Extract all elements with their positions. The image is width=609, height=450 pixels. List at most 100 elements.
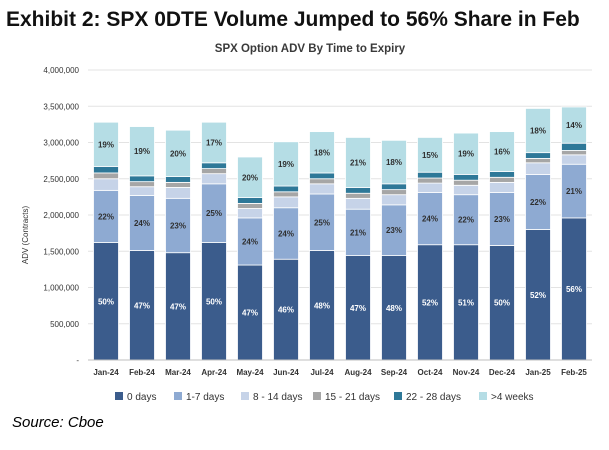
legend-swatch (313, 392, 321, 400)
data-label: 24% (278, 229, 294, 238)
bar-segment (93, 242, 119, 361)
bar-segment (93, 166, 119, 174)
bar-segment (381, 139, 407, 185)
y-axis-ticks: - 500,000 1,000,000 1,500,000 2,000,000 2,500… (43, 66, 79, 365)
data-label: 22% (98, 212, 114, 221)
bar-segment (417, 171, 443, 179)
bar-segment (525, 158, 551, 164)
bar-segment (237, 202, 263, 209)
y-tick-label: 4,000,000 (43, 66, 79, 75)
bar-segment (453, 179, 479, 186)
legend-swatch (394, 392, 402, 400)
bar-segment (201, 162, 227, 170)
bar-segment (381, 189, 407, 196)
data-label: 52% (530, 291, 546, 300)
bar-segment (345, 197, 371, 210)
data-label: 20% (170, 149, 186, 158)
bar-segment (93, 178, 119, 191)
data-label: 19% (98, 140, 114, 149)
bar-segment (273, 207, 299, 260)
data-label: 47% (170, 302, 186, 311)
bar-segment (129, 186, 155, 196)
data-label: 48% (386, 304, 402, 313)
bar-segment (345, 137, 371, 188)
bar-segment (165, 197, 191, 254)
x-tick-label: Jun-24 (273, 368, 299, 377)
bar-segment (453, 173, 479, 181)
data-label: 17% (206, 139, 222, 148)
legend-label: 8 - 14 days (253, 392, 302, 403)
bar-segment (489, 192, 515, 246)
bar-segment (489, 176, 515, 183)
bar-segment (345, 187, 371, 194)
data-label: 23% (386, 226, 402, 235)
bar-segment (309, 250, 335, 361)
data-label: 15% (422, 151, 438, 160)
y-tick-label: 500,000 (50, 320, 79, 329)
data-label: 24% (134, 219, 150, 228)
legend-swatch (174, 392, 182, 400)
bar-segment (525, 173, 551, 230)
data-labels: 50% 22% 19% 47% 24% 19% 47% 23% 20% 50% 25% 17% 47% 2… (98, 121, 582, 317)
y-tick-label: 3,500,000 (43, 102, 79, 111)
x-tick-label: Feb-24 (129, 368, 155, 377)
legend-label: 22 - 28 days (406, 392, 461, 403)
y-tick-label: 2,000,000 (43, 211, 79, 220)
bar-segment (129, 175, 155, 183)
bar-segment (165, 176, 191, 183)
data-label: 19% (458, 150, 474, 159)
bar-segment (489, 171, 515, 178)
data-label: 21% (350, 158, 366, 167)
bar-segment (489, 245, 515, 361)
bar-segment (93, 121, 119, 167)
bar-segment (129, 181, 155, 188)
bar-segment (165, 187, 191, 199)
bar-segment (525, 162, 551, 175)
bar-segment (93, 189, 119, 243)
legend-label: >4 weeks (491, 392, 534, 403)
x-tick-label: Oct-24 (418, 368, 443, 377)
bar-segment (165, 129, 191, 177)
legend: 0 days 1-7 days 8 - 14 days 15 - 21 days 22 … (115, 392, 534, 403)
data-label: 18% (386, 158, 402, 167)
bar-segment (381, 194, 407, 206)
y-tick-label: 1,000,000 (43, 284, 79, 293)
legend-label: 1-7 days (186, 392, 224, 403)
bar-segment (129, 126, 155, 177)
bar-segment (237, 197, 263, 204)
bar-segment (309, 193, 335, 251)
data-label: 25% (206, 209, 222, 218)
data-label: 23% (170, 222, 186, 231)
bar-segment (273, 191, 299, 198)
bar-segment (525, 108, 551, 154)
bar-segment (273, 141, 299, 187)
x-tick-label: Jul-24 (310, 368, 334, 377)
bar-segment (561, 106, 587, 144)
y-axis-label: ADV (Contracts) (21, 206, 30, 265)
legend-swatch (479, 392, 487, 400)
x-axis-ticks: Jan-24 Feb-24 Mar-24 Apr-24 May-24 Jun-24 Jul-… (93, 368, 587, 377)
source-note: Source: Cboe (12, 414, 104, 431)
x-tick-label: Dec-24 (489, 368, 516, 377)
x-tick-label: May-24 (236, 368, 264, 377)
bar-segment (201, 121, 227, 164)
data-label: 24% (422, 215, 438, 224)
bar-segment (93, 172, 119, 180)
legend-label: 15 - 21 days (325, 392, 380, 403)
bar-segment (561, 154, 587, 165)
bar-segment (381, 183, 407, 191)
data-label: 25% (314, 218, 330, 227)
legend-swatch (115, 392, 123, 400)
legend-swatch (241, 392, 249, 400)
data-label: 50% (206, 297, 222, 306)
bar-segment (309, 172, 335, 180)
bar-segment (345, 208, 371, 256)
bar-segment (309, 178, 335, 185)
data-label: 18% (314, 148, 330, 157)
data-label: 48% (314, 301, 330, 310)
x-tick-label: Aug-24 (344, 368, 372, 377)
y-tick-label: - (76, 356, 79, 365)
bar-segment (381, 204, 407, 257)
y-tick-label: 1,500,000 (43, 247, 79, 256)
bar-segment (381, 255, 407, 361)
